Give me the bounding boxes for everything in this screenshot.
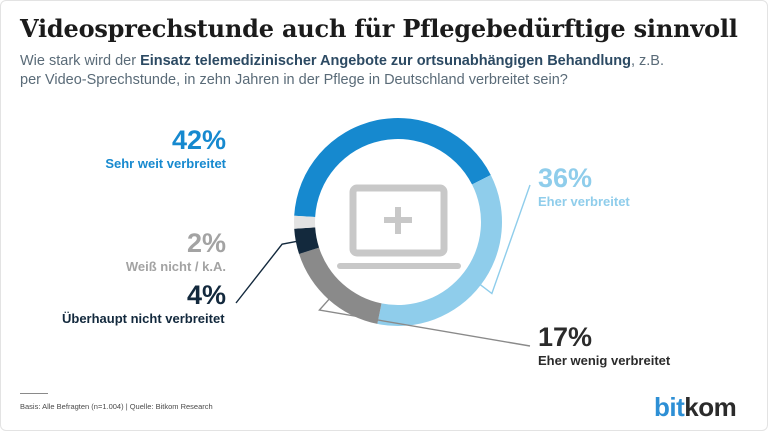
label-eher-category: Eher verbreitet	[538, 194, 630, 209]
logo-part-kom: kom	[684, 392, 737, 422]
leader-lines	[235, 184, 531, 347]
label-ueberhaupt-value: 4%	[186, 280, 226, 310]
leader-ueberhaupt	[235, 240, 298, 304]
logo-part-bit: bit	[654, 392, 685, 422]
subtitle-bold: Einsatz telemedizinischer Angebote zur o…	[140, 53, 631, 69]
label-weiss-nicht: 2% Weiß nicht / k.A.	[100, 228, 226, 276]
label-ueberhaupt-category: Überhaupt nicht verbreitet	[62, 311, 225, 326]
donut-slice-4	[294, 215, 316, 229]
label-eher-wenig-category: Eher wenig verbreitet	[538, 353, 671, 368]
label-eher-value: 36%	[538, 163, 593, 193]
label-sehr-weit-category: Sehr weit verbreitet	[105, 156, 226, 171]
donut-slice-0	[294, 117, 491, 218]
leader-eher-wenig	[318, 297, 531, 347]
footer-rule	[20, 393, 48, 394]
laptop-plus-icon	[337, 184, 461, 269]
subtitle-line2: per Video-Sprechstunde, in zehn Jahren i…	[20, 72, 568, 88]
subtitle-part1: Wie stark wird der	[20, 53, 141, 69]
label-eher-wenig-value: 17%	[538, 322, 593, 352]
label-sehr-weit: 42% Sehr weit verbreitet	[100, 125, 226, 173]
donut-slice-2	[299, 247, 382, 324]
donut-slice-3	[294, 227, 320, 255]
label-weiss-nicht-category: Weiß nicht / k.A.	[125, 259, 226, 274]
chart-title: Videosprechstunde auch für Pflegebedürft…	[20, 14, 738, 43]
label-ueberhaupt: 4% Überhaupt nicht verbreitet	[62, 280, 226, 328]
label-eher: 36% Eher verbreitet	[538, 163, 630, 211]
donut-slice-1	[377, 175, 502, 326]
label-eher-wenig: 17% Eher wenig verbreitet	[538, 322, 670, 370]
label-weiss-nicht-value: 2%	[186, 228, 226, 258]
label-sehr-weit-value: 42%	[171, 125, 226, 155]
leader-eher	[478, 184, 531, 295]
chart-subtitle: Wie stark wird der Einsatz telemedizinis…	[20, 52, 720, 90]
donut-slices	[294, 117, 502, 326]
bitkom-logo: bitkom	[654, 392, 737, 423]
source-note: Basis: Alle Befragten (n=1.004) | Quelle…	[20, 402, 213, 411]
subtitle-part2: , z.B.	[630, 53, 665, 69]
